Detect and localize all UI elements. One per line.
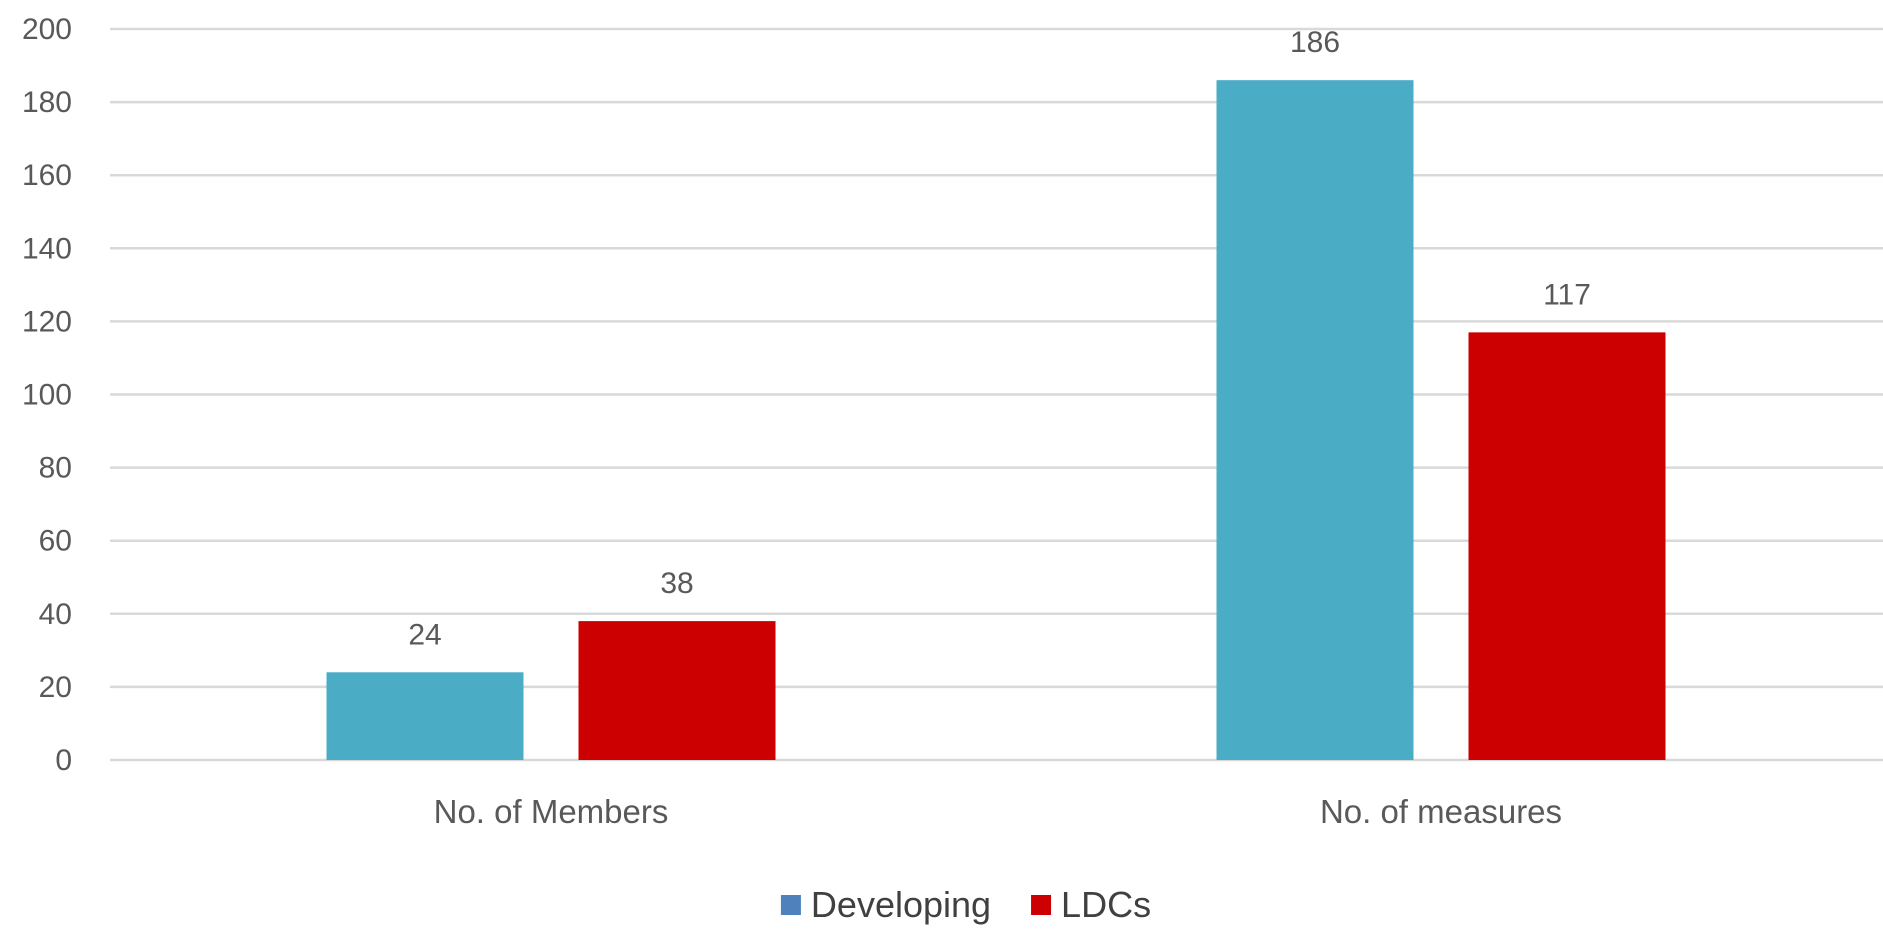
bars xyxy=(326,80,1666,761)
x-category-label: No. of Members xyxy=(434,793,669,830)
legend-swatch xyxy=(1031,895,1052,915)
y-axis: 0 20 40 60 80 100 120 140 160 180 200 xyxy=(22,13,72,777)
bar-developing-1 xyxy=(1216,80,1414,761)
x-axis: No. of Members No. of measures xyxy=(434,793,1562,830)
y-tick-label: 20 xyxy=(39,671,72,704)
legend: Developing LDCs xyxy=(780,884,1151,925)
bar-ldcs-1 xyxy=(1468,332,1666,760)
legend-label: LDCs xyxy=(1061,884,1151,925)
data-label: 117 xyxy=(1543,278,1591,311)
y-tick-label: 160 xyxy=(22,159,72,192)
x-category-label: No. of measures xyxy=(1320,793,1562,830)
data-label: 24 xyxy=(408,618,441,651)
legend-item-developing: Developing xyxy=(780,884,991,925)
y-tick-label: 0 xyxy=(55,744,72,777)
y-tick-label: 80 xyxy=(39,452,72,485)
data-label: 38 xyxy=(660,567,693,600)
y-tick-label: 60 xyxy=(39,525,72,558)
y-tick-label: 40 xyxy=(39,598,72,631)
legend-label: Developing xyxy=(811,884,991,925)
legend-item-ldcs: LDCs xyxy=(1031,884,1151,925)
y-tick-label: 120 xyxy=(22,305,72,338)
y-tick-label: 100 xyxy=(22,379,72,412)
y-tick-label: 180 xyxy=(22,86,72,119)
legend-swatch xyxy=(780,895,801,915)
data-labels: 24 186 38 117 xyxy=(408,26,1591,651)
bar-ldcs-0 xyxy=(578,621,776,760)
data-label: 186 xyxy=(1290,26,1340,59)
y-tick-label: 200 xyxy=(22,13,72,46)
y-tick-label: 140 xyxy=(22,232,72,265)
bar-developing-0 xyxy=(326,672,524,760)
